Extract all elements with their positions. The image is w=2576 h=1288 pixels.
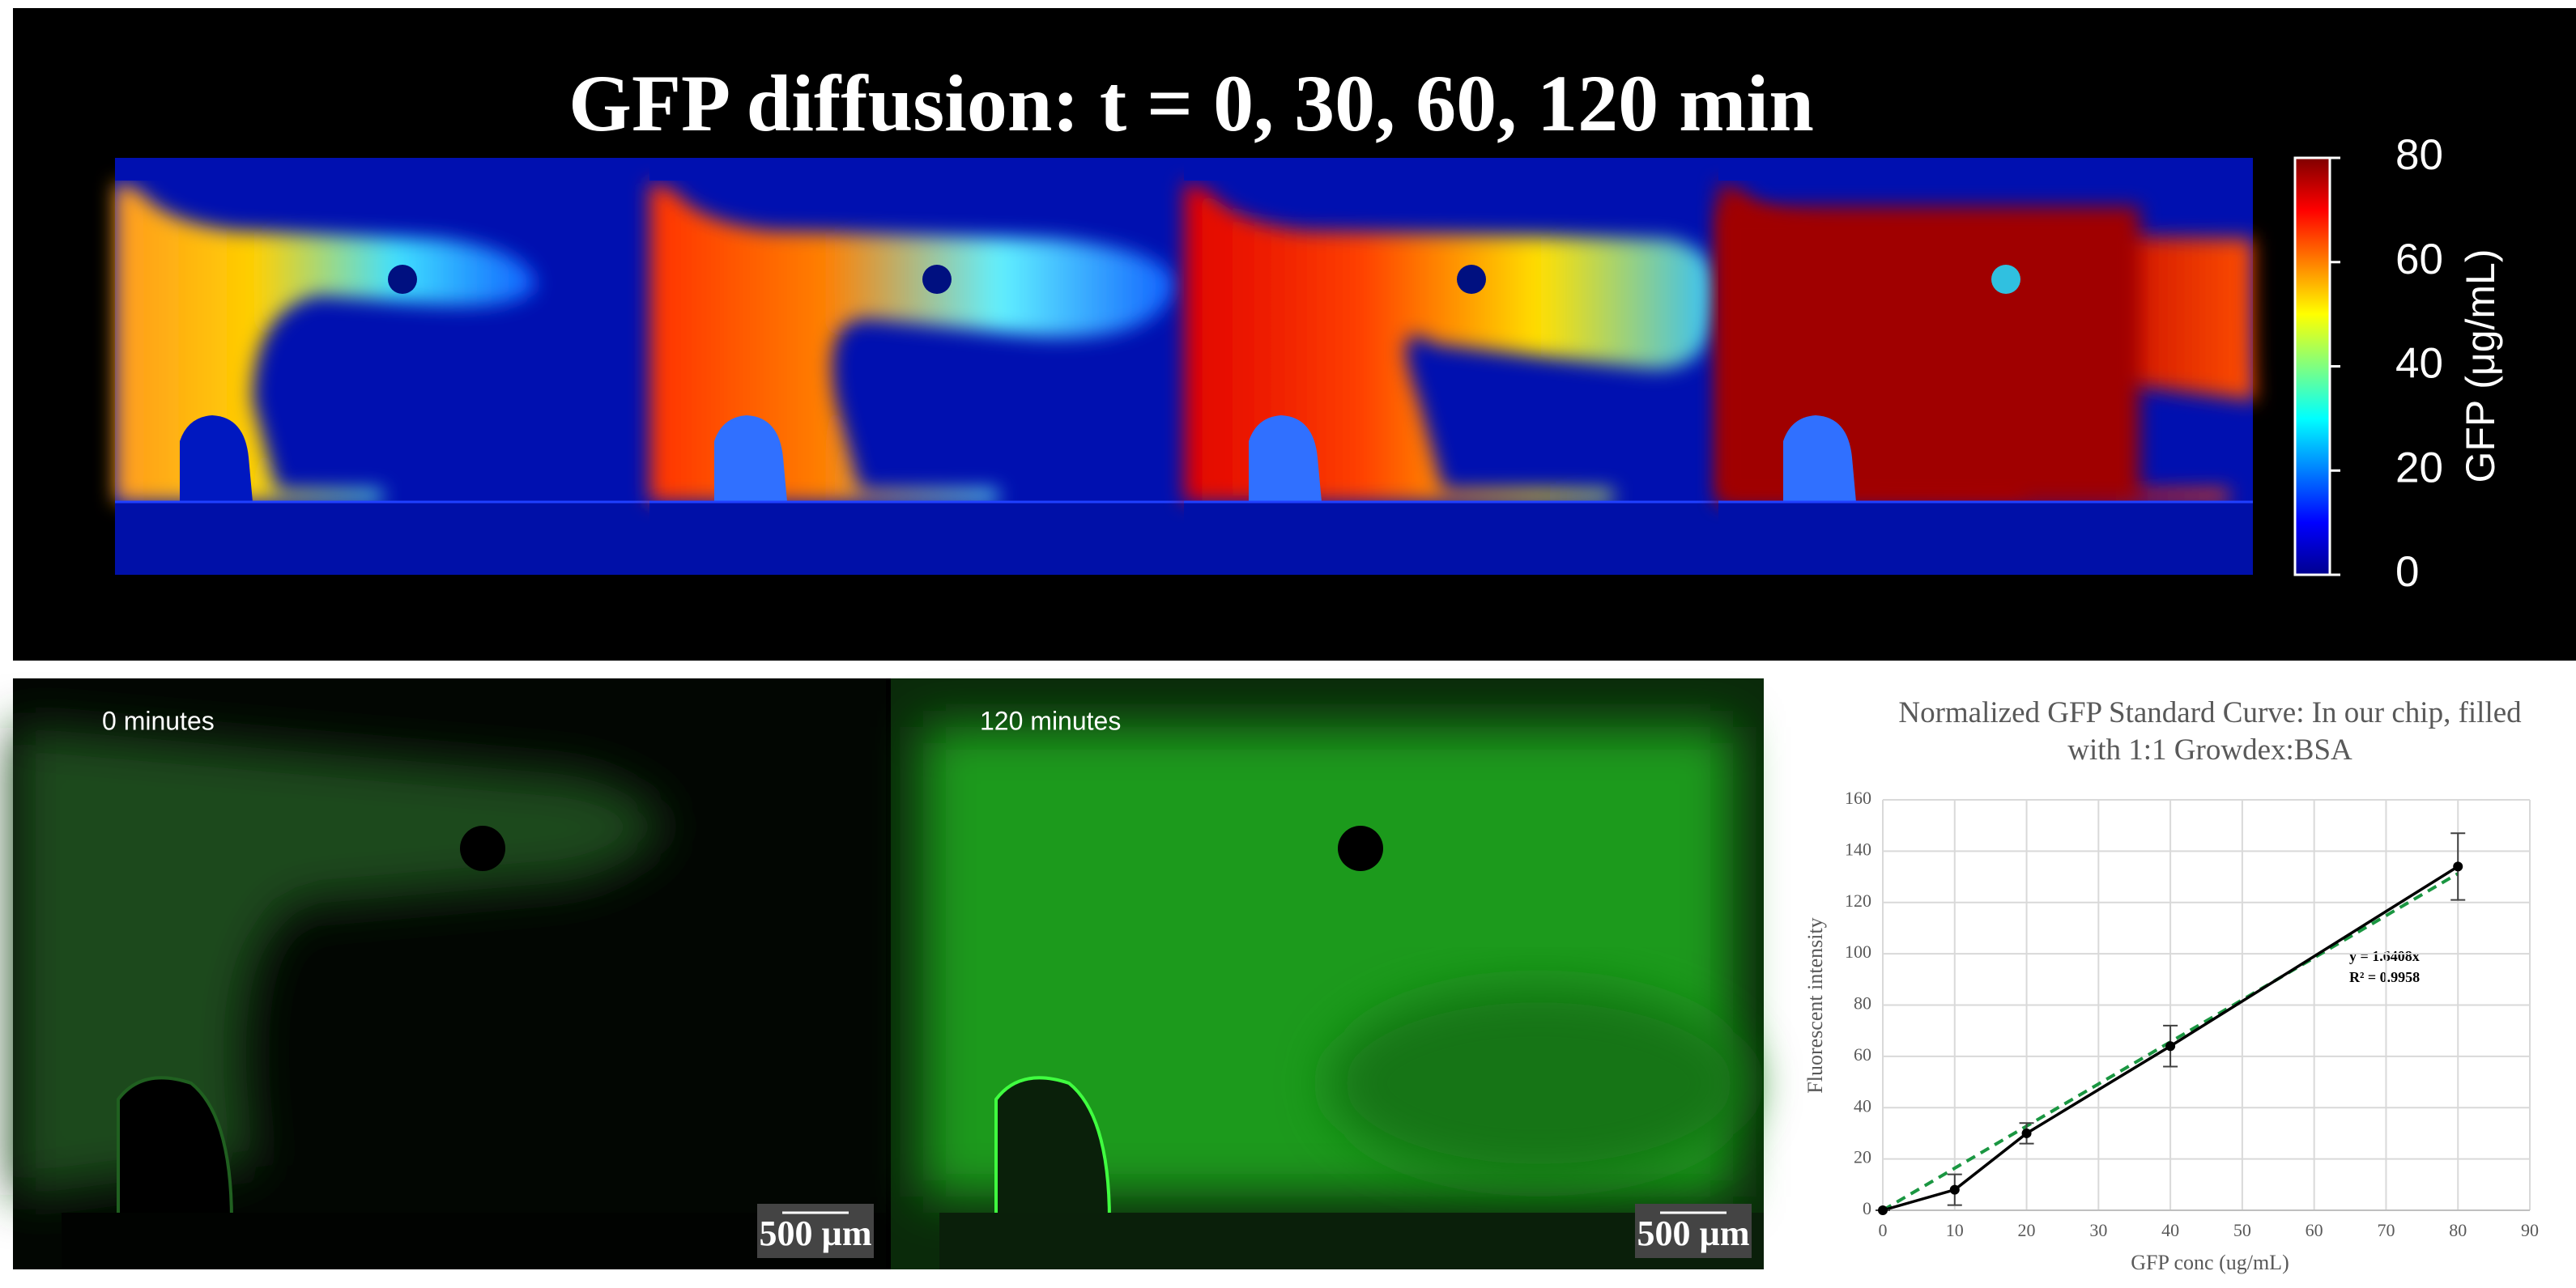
chart-title: Normalized GFP Standard Curve: In our ch… xyxy=(1898,696,2522,767)
fluorescence-image: 120 minutes 500 µm xyxy=(891,678,1764,1269)
data-point xyxy=(1878,1205,1888,1215)
hole xyxy=(460,826,505,871)
x-tick-label: 60 xyxy=(2306,1220,2323,1240)
floor xyxy=(62,1213,886,1269)
y-tick-label: 40 xyxy=(1854,1095,1871,1116)
scale-bar-label: 500 µm xyxy=(759,1214,871,1253)
data-point xyxy=(2021,1128,2032,1138)
scale-bar-label: 500 µm xyxy=(1637,1214,1749,1253)
colorbar xyxy=(2293,156,2331,576)
colorbar-tick-label: 0 xyxy=(2395,548,2419,596)
data-point xyxy=(2453,861,2463,872)
floor xyxy=(939,1213,1764,1269)
image-label: 120 minutes xyxy=(980,706,1121,735)
colorbar-label: GFP (μg/mL) xyxy=(2458,249,2503,482)
top-strip xyxy=(1718,158,2253,181)
floor xyxy=(115,502,649,575)
floor xyxy=(649,502,1184,575)
top-strip xyxy=(1184,158,1718,181)
data-point xyxy=(1949,1184,1960,1195)
y-tick-label: 120 xyxy=(1845,891,1871,911)
heatmap xyxy=(1718,158,2257,575)
y-tick-label: 0 xyxy=(1863,1198,1871,1218)
hole xyxy=(1457,265,1486,294)
floor xyxy=(1184,502,1718,575)
x-tick-label: 90 xyxy=(2521,1220,2539,1240)
hole xyxy=(388,265,417,294)
x-axis-label: GFP conc (ug/mL) xyxy=(2131,1251,2289,1274)
obstacle xyxy=(1249,415,1322,502)
image-label: 0 minutes xyxy=(102,706,215,735)
obstacle xyxy=(714,415,787,502)
x-tick-label: 70 xyxy=(2377,1220,2395,1240)
data-point xyxy=(2165,1041,2176,1052)
floor xyxy=(1718,502,2253,575)
obstacle xyxy=(1783,415,1856,502)
colorbar-tick-label: 40 xyxy=(2395,340,2443,388)
heatmap xyxy=(649,158,1184,575)
figure-title: GFP diffusion: t = 0, 30, 60, 120 min xyxy=(568,58,1814,148)
x-tick-label: 0 xyxy=(1879,1220,1888,1240)
shade xyxy=(1328,986,1749,1180)
heatmap xyxy=(115,158,649,575)
plume xyxy=(1184,182,1718,502)
heatmaps xyxy=(115,158,2257,575)
y-tick-label: 140 xyxy=(1845,839,1871,859)
annotation: R² = 0.9958 xyxy=(2349,969,2420,985)
x-tick-label: 50 xyxy=(2233,1220,2251,1240)
obstacle xyxy=(117,1076,234,1222)
hole xyxy=(922,265,952,294)
obstacle xyxy=(994,1076,1112,1222)
x-tick-label: 30 xyxy=(2089,1220,2107,1240)
fluorescence-image: 0 minutes 500 µm xyxy=(13,678,886,1269)
y-tick-label: 160 xyxy=(1845,788,1871,808)
hole xyxy=(1991,265,2020,294)
obstacle xyxy=(180,415,253,502)
heatmap xyxy=(1184,158,1718,575)
fluorescence-images: 0 minutes 500 µm 120 minutes 500 µm xyxy=(13,678,1764,1269)
y-tick-label: 20 xyxy=(1854,1147,1871,1167)
y-tick-label: 60 xyxy=(1854,1044,1871,1065)
annotation: y = 1.6408x xyxy=(2349,948,2420,964)
x-tick-label: 80 xyxy=(2449,1220,2467,1240)
plume xyxy=(649,182,1176,502)
y-tick-label: 100 xyxy=(1845,942,1871,962)
colorbar-tick-label: 80 xyxy=(2395,131,2443,179)
colorbar-tick-label: 20 xyxy=(2395,444,2443,491)
y-axis-label: Fluorescent intensity xyxy=(1803,917,1827,1093)
top-strip xyxy=(115,158,649,181)
chart-area xyxy=(1874,680,2576,1288)
x-tick-label: 40 xyxy=(2161,1220,2179,1240)
top-strip xyxy=(649,158,1184,181)
y-tick-label: 80 xyxy=(1854,993,1871,1014)
plume xyxy=(1718,206,2140,502)
colorbar-tick-label: 60 xyxy=(2395,236,2443,283)
x-tick-label: 20 xyxy=(2018,1220,2036,1240)
hole xyxy=(1338,826,1383,871)
x-tick-label: 10 xyxy=(1946,1220,1964,1240)
